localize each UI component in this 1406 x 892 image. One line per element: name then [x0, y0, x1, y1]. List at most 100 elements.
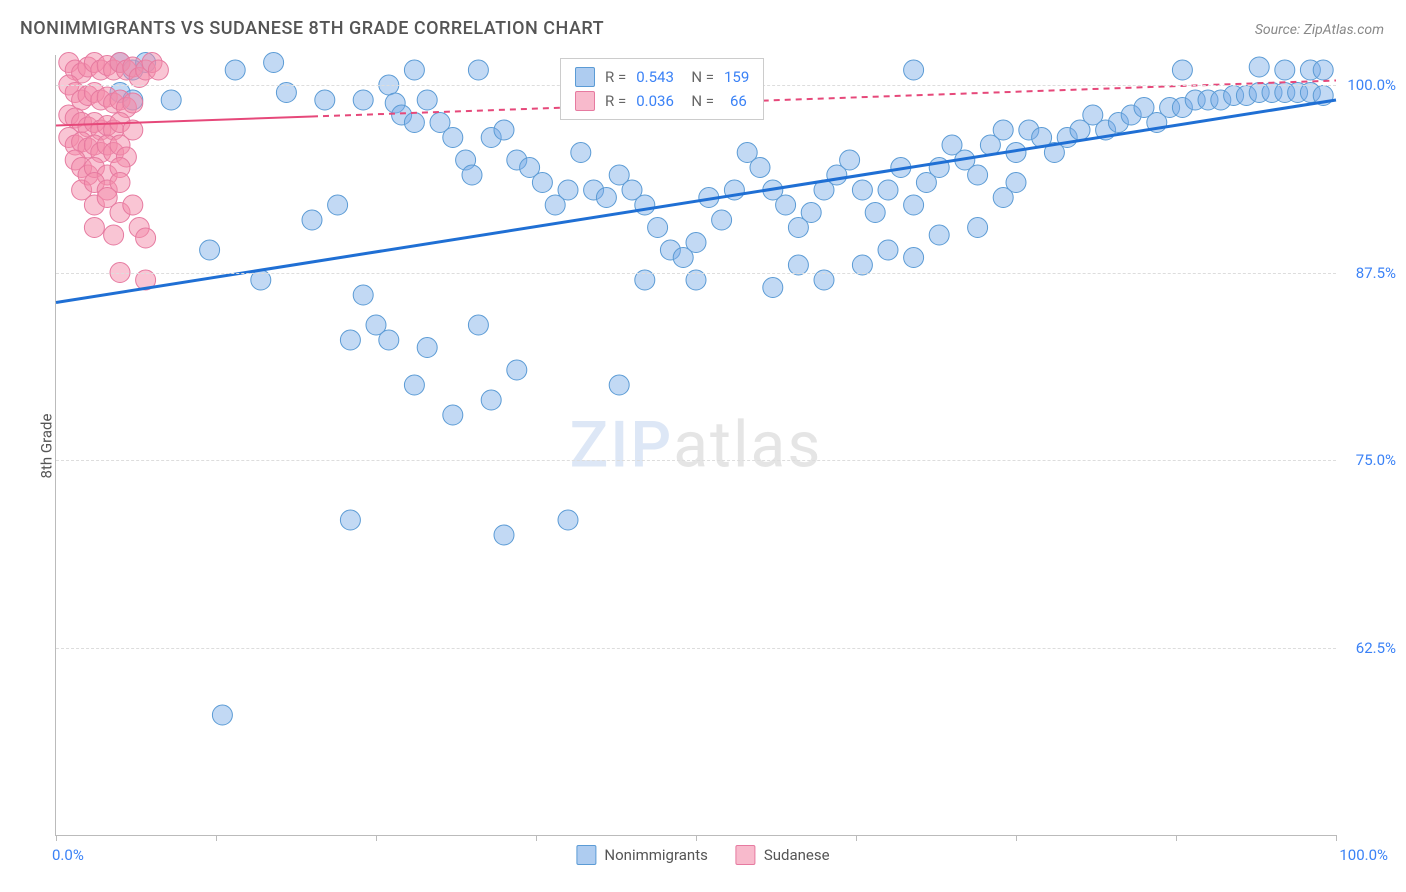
x-axis-min-label: 0.0% — [52, 846, 84, 864]
data-point — [878, 240, 898, 260]
data-point — [353, 90, 373, 110]
data-point — [686, 233, 706, 253]
chart-title: NONIMMIGRANTS VS SUDANESE 8TH GRADE CORR… — [20, 18, 604, 39]
data-point — [404, 113, 424, 133]
legend-swatch-nonimmigrants — [576, 845, 596, 865]
data-point — [212, 705, 232, 725]
data-point — [993, 120, 1013, 140]
stats-swatch-sudanese — [575, 91, 595, 111]
stats-row-sudanese: R = 0.036 N = 66 — [575, 89, 749, 113]
data-point — [462, 165, 482, 185]
data-point — [507, 360, 527, 380]
data-point — [1172, 60, 1192, 80]
data-point — [417, 90, 437, 110]
legend-swatch-sudanese — [736, 845, 756, 865]
data-point — [558, 180, 578, 200]
x-tick-mark — [216, 835, 217, 841]
data-point — [123, 93, 143, 113]
data-point — [852, 180, 872, 200]
source-attribution: Source: ZipAtlas.com — [1255, 22, 1384, 38]
data-point — [468, 60, 488, 80]
y-tick-label: 62.5% — [1356, 639, 1396, 657]
x-tick-mark — [696, 835, 697, 841]
x-tick-mark — [1176, 835, 1177, 841]
data-point — [481, 390, 501, 410]
x-tick-mark — [1016, 835, 1017, 841]
data-point — [264, 53, 284, 73]
data-point — [200, 240, 220, 260]
plot-svg — [56, 55, 1336, 835]
data-point — [904, 248, 924, 268]
stats-row-nonimmigrants: R = 0.543 N = 159 — [575, 65, 749, 89]
data-point — [340, 330, 360, 350]
data-point — [712, 210, 732, 230]
gridline — [56, 273, 1336, 274]
stats-r-label: R = — [605, 65, 626, 89]
data-point — [532, 173, 552, 193]
data-point — [648, 218, 668, 238]
data-point — [609, 375, 629, 395]
data-point — [104, 225, 124, 245]
data-point — [417, 338, 437, 358]
legend-item-sudanese: Sudanese — [736, 845, 830, 865]
data-point — [865, 203, 885, 223]
data-point — [801, 203, 821, 223]
data-point — [468, 315, 488, 335]
stats-n-value-1: 66 — [730, 89, 747, 113]
y-tick-label: 100.0% — [1347, 76, 1396, 94]
data-point — [161, 90, 181, 110]
data-point — [328, 195, 348, 215]
stats-n-label: N = — [684, 65, 714, 89]
data-point — [968, 218, 988, 238]
y-axis-label: 8th Grade — [37, 414, 55, 479]
data-point — [404, 375, 424, 395]
data-point — [84, 218, 104, 238]
plot-area: ZIPatlas 100.0%87.5%75.0%62.5% — [55, 55, 1336, 836]
stats-swatch-nonimmigrants — [575, 67, 595, 87]
data-point — [302, 210, 322, 230]
legend-label-sudanese: Sudanese — [764, 846, 830, 864]
y-tick-label: 87.5% — [1356, 264, 1396, 282]
bottom-legend: Nonimmigrants Sudanese — [576, 845, 829, 865]
data-point — [750, 158, 770, 178]
data-point — [340, 510, 360, 530]
gridline — [56, 648, 1336, 649]
data-point — [635, 195, 655, 215]
data-point — [929, 225, 949, 245]
data-point — [494, 525, 514, 545]
data-point — [353, 285, 373, 305]
data-point — [148, 60, 168, 80]
data-point — [904, 195, 924, 215]
gridline — [56, 460, 1336, 461]
chart-container: NONIMMIGRANTS VS SUDANESE 8TH GRADE CORR… — [0, 0, 1406, 892]
data-point — [1275, 60, 1295, 80]
x-tick-mark — [536, 835, 537, 841]
data-point — [379, 330, 399, 350]
data-point — [571, 143, 591, 163]
data-point — [878, 180, 898, 200]
data-point — [123, 195, 143, 215]
data-point — [1313, 60, 1333, 80]
data-point — [404, 60, 424, 80]
stats-r-value-1: 0.036 — [636, 89, 674, 113]
data-point — [968, 165, 988, 185]
data-point — [558, 510, 578, 530]
data-point — [763, 278, 783, 298]
data-point — [225, 60, 245, 80]
data-point — [1006, 173, 1026, 193]
stats-n-label: N = — [684, 89, 714, 113]
stats-r-value-0: 0.543 — [636, 65, 674, 89]
y-tick-label: 75.0% — [1356, 451, 1396, 469]
data-point — [596, 188, 616, 208]
data-point — [494, 120, 514, 140]
data-point — [315, 90, 335, 110]
x-tick-mark — [1336, 835, 1337, 841]
legend-item-nonimmigrants: Nonimmigrants — [576, 845, 707, 865]
stats-n-value-0: 159 — [724, 65, 749, 89]
stats-r-label: R = — [605, 89, 626, 113]
legend-label-nonimmigrants: Nonimmigrants — [604, 846, 707, 864]
data-point — [904, 60, 924, 80]
data-point — [840, 150, 860, 170]
x-tick-mark — [56, 835, 57, 841]
x-axis-max-label: 100.0% — [1339, 846, 1388, 864]
